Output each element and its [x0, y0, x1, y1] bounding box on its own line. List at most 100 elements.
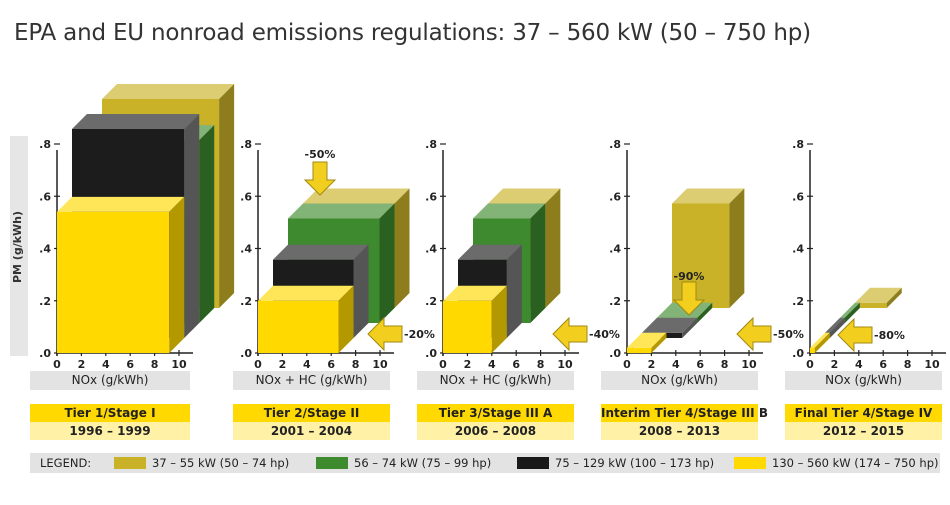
y-tick-label: .0: [39, 347, 51, 360]
legend-swatch-56-74kw: [316, 457, 348, 469]
x-tick-label: 0: [439, 358, 447, 371]
y-tick-label: .6: [240, 190, 252, 203]
box-37-55kw-top: [303, 188, 410, 204]
y-tick-label: .0: [609, 347, 621, 360]
box-130-560kw-front: [258, 300, 339, 353]
x-tick-label: 4: [488, 358, 496, 371]
y-axis-band: [10, 136, 28, 356]
legend-title: LEGEND:: [40, 456, 92, 470]
y-tick-label: .6: [425, 190, 437, 203]
x-tick-label: 2: [279, 358, 287, 371]
box-130-560kw-side: [651, 332, 667, 353]
x-tick-label: 6: [879, 358, 887, 371]
arrow-shape: [672, 281, 706, 316]
x-tick-label: 0: [53, 358, 61, 371]
box-37-55kw-top: [672, 188, 745, 204]
box-130-560kw-front: [627, 347, 652, 353]
box-130-560kw-top: [258, 285, 354, 301]
box-56-74kw-top: [288, 203, 395, 219]
years-label: 2001 – 2004: [233, 422, 390, 440]
arrow-shape: [303, 161, 337, 196]
x-tick-label: 0: [623, 358, 631, 371]
x-tick-label: 8: [352, 358, 360, 371]
y-tick-label: .2: [792, 295, 804, 308]
tier-label: Interim Tier 4/Stage III B: [601, 404, 768, 422]
y-tick-label: .8: [39, 138, 51, 151]
legend-swatch-130-560kw: [734, 457, 766, 469]
box-56-74kw-side: [530, 203, 546, 323]
tier-label: Tier 1/Stage I: [30, 404, 190, 422]
box-75-129kw-top: [458, 244, 522, 260]
reduction-label: -90%: [674, 270, 705, 283]
y-tick-label: .2: [609, 295, 621, 308]
x-tick-label: 8: [537, 358, 545, 371]
y-tick-label: .0: [425, 347, 437, 360]
y-tick-label: .8: [425, 138, 437, 151]
y-tick-label: .4: [792, 243, 804, 256]
box-37-55kw-side: [729, 188, 745, 308]
years-label: 1996 – 1999: [30, 422, 190, 440]
x-tick-label: 0: [254, 358, 262, 371]
box-75-129kw-side: [353, 244, 369, 338]
y-tick-label: .0: [240, 347, 252, 360]
box-75-129kw-top: [72, 114, 200, 129]
y-tick-label: .6: [39, 190, 51, 203]
tier-label: Tier 3/Stage III A: [417, 404, 574, 422]
x-tick-label: 10: [741, 358, 757, 371]
y-tick-label: .4: [240, 243, 252, 256]
box-56-74kw-top: [473, 203, 546, 219]
y-tick-label: .2: [240, 295, 252, 308]
legend-label-37-55kw: 37 – 55 kW (50 – 74 hp): [152, 456, 290, 470]
legend-swatch-75-129kw: [517, 457, 549, 469]
x-axis-label: NOx (g/kWh): [30, 371, 190, 390]
x-tick-label: 2: [831, 358, 839, 371]
y-tick-label: .4: [425, 243, 437, 256]
y-tick-label: .2: [39, 295, 51, 308]
chart-title: EPA and EU nonroad emissions regulations…: [14, 20, 811, 46]
years-label: 2008 – 2013: [601, 422, 758, 440]
reduction-arrow-down: -90%: [672, 270, 706, 316]
box-130-560kw-side: [338, 285, 354, 353]
x-tick-label: 10: [924, 358, 940, 371]
box-37-55kw-front: [672, 203, 730, 308]
y-tick-label: .8: [792, 138, 804, 151]
box-37-55kw-top: [855, 287, 902, 303]
y-tick-label: .8: [240, 138, 252, 151]
box-75-129kw-top: [273, 244, 369, 260]
box-75-129kw-top: [825, 317, 845, 333]
box-130-560kw-top: [810, 332, 830, 348]
box-37-55kw-top: [102, 84, 235, 99]
reduction-arrow-left: -80%: [837, 317, 905, 353]
box-75-129kw-side: [184, 114, 200, 338]
box-130-560kw-side: [491, 285, 507, 353]
x-axis-label: NOx (g/kWh): [785, 371, 942, 390]
x-tick-label: 8: [151, 358, 159, 371]
x-tick-label: 8: [904, 358, 912, 371]
box-37-55kw-top: [488, 188, 561, 204]
x-axis-label: NOx + HC (g/kWh): [233, 371, 390, 390]
box-37-55kw-side: [545, 188, 561, 308]
box-75-129kw-side: [506, 244, 522, 338]
x-tick-label: 6: [512, 358, 520, 371]
x-tick-label: 2: [648, 358, 656, 371]
reduction-label: -80%: [874, 329, 905, 342]
x-tick-label: 6: [696, 358, 704, 371]
box-56-74kw-top: [840, 302, 860, 318]
box-130-560kw-side: [814, 332, 830, 353]
reduction-arrow-left: -50%: [736, 316, 804, 352]
box-75-129kw-side: [682, 317, 698, 338]
box-56-74kw-side: [844, 302, 860, 323]
y-tick-label: .6: [792, 190, 804, 203]
arrow-shape: [736, 316, 772, 352]
x-tick-label: 2: [464, 358, 472, 371]
y-tick-label: .4: [39, 243, 51, 256]
y-tick-label: .4: [609, 243, 621, 256]
reduction-arrow-down: -50%: [303, 148, 337, 196]
x-tick-label: 6: [327, 358, 335, 371]
x-tick-label: 4: [102, 358, 110, 371]
box-130-560kw-top: [443, 285, 507, 301]
x-tick-label: 10: [171, 358, 187, 371]
tier-label: Tier 2/Stage II: [233, 404, 390, 422]
box-75-129kw-top: [642, 317, 698, 333]
